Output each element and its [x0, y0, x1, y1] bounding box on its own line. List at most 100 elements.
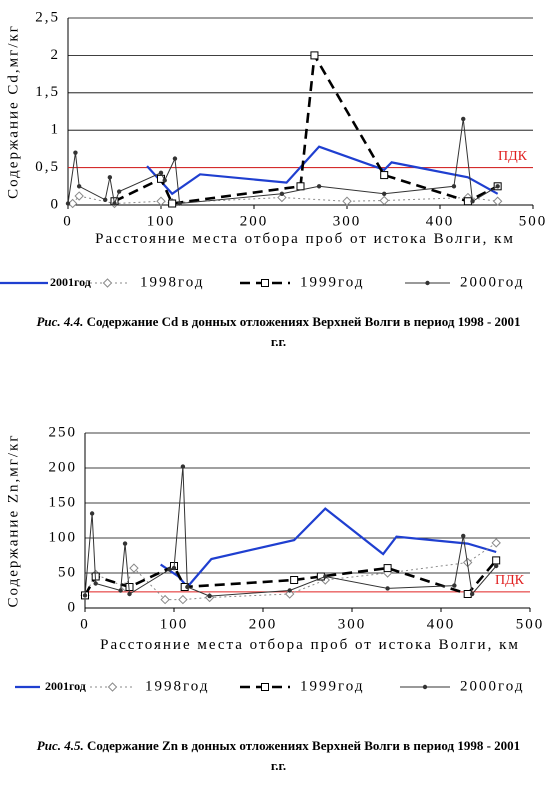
- marker: [89, 511, 95, 516]
- marker: [495, 184, 500, 189]
- marker: [65, 201, 71, 206]
- x-tick-label: 300: [338, 616, 367, 632]
- x-tick-label: 300: [333, 213, 362, 229]
- x-tick-label: 100: [147, 213, 176, 229]
- marker: [82, 593, 88, 598]
- series-line: [160, 507, 497, 589]
- marker: [207, 593, 212, 599]
- legend-label: 2000год: [460, 274, 524, 290]
- marker: [107, 175, 113, 180]
- legend-marker: [261, 279, 269, 287]
- x-axis-label: Расстояние места отбора проб от истока В…: [100, 637, 520, 653]
- marker: [279, 191, 285, 196]
- x-tick-label: 400: [426, 213, 455, 229]
- marker: [492, 556, 501, 565]
- marker: [382, 191, 387, 196]
- y-tick-label: 50: [58, 564, 77, 580]
- y-tick-label: 200: [49, 459, 78, 475]
- series-line: [84, 542, 497, 601]
- marker: [172, 156, 178, 161]
- x-tick-label: 400: [427, 616, 456, 632]
- marker: [385, 586, 390, 591]
- marker: [287, 588, 292, 593]
- x-tick-label: 0: [80, 616, 90, 632]
- legend-label: 2001год: [45, 679, 86, 693]
- marker: [185, 584, 190, 590]
- marker: [379, 195, 389, 206]
- legend-label: 1999год: [300, 678, 364, 694]
- marker: [492, 196, 503, 206]
- marker: [74, 191, 84, 201]
- marker: [156, 196, 166, 206]
- marker: [277, 192, 287, 203]
- y-tick-label: 150: [49, 494, 78, 510]
- y-tick-label: 100: [49, 529, 78, 545]
- y-tick-label: 0,5: [35, 159, 60, 175]
- marker: [73, 150, 78, 155]
- marker: [380, 171, 389, 180]
- marker: [162, 178, 167, 183]
- marker: [461, 116, 466, 122]
- marker: [168, 199, 177, 208]
- caption-text: Содержание Cd в донных отложениях Верхне…: [86, 314, 521, 349]
- y-tick-label: 0: [51, 196, 61, 212]
- marker: [93, 581, 98, 586]
- caption: Рис. 4.5. Содержание Zn в донных отложен…: [30, 736, 527, 776]
- marker: [342, 196, 352, 206]
- x-tick-label: 500: [519, 213, 548, 229]
- marker: [493, 563, 499, 569]
- x-axis-label: Расстояние места отбора проб от истока В…: [95, 231, 515, 247]
- y-tick-label: 1: [51, 122, 61, 138]
- y-tick-label: 0: [68, 599, 78, 615]
- marker: [76, 184, 82, 189]
- marker: [116, 189, 122, 194]
- legend-marker: [422, 684, 428, 690]
- legend-label: 2001год: [50, 275, 91, 289]
- legend-label: 1999год: [300, 274, 364, 290]
- marker: [310, 51, 319, 60]
- y-axis-label: Содержание Zn,мг/кг: [5, 433, 21, 607]
- marker: [323, 574, 328, 579]
- marker: [383, 564, 392, 573]
- series-line: [84, 466, 497, 597]
- y-axis-label: Содержание Cd,мг/кг: [5, 24, 21, 199]
- marker: [118, 588, 123, 593]
- marker: [112, 201, 117, 206]
- caption-text: Содержание Zn в донных отложениях Верхне…: [87, 738, 521, 773]
- marker: [180, 464, 186, 469]
- series-line: [146, 145, 499, 196]
- reference-label: ПДК: [498, 149, 528, 164]
- x-tick-label: 100: [160, 616, 189, 632]
- y-tick-label: 2,5: [35, 9, 60, 25]
- caption: Рис. 4.4. Содержание Cd в донных отложен…: [30, 312, 527, 352]
- reference-label: ПДК: [495, 573, 525, 588]
- x-tick-label: 500: [516, 616, 545, 632]
- legend-marker: [102, 278, 113, 288]
- y-tick-label: 2: [51, 47, 61, 63]
- legend-marker: [261, 683, 269, 691]
- legend-label: 2000год: [460, 678, 524, 694]
- marker: [451, 184, 457, 189]
- marker: [177, 201, 182, 206]
- x-tick-label: 200: [240, 213, 269, 229]
- marker: [290, 576, 299, 584]
- marker: [129, 563, 139, 573]
- marker: [316, 184, 322, 189]
- marker: [452, 583, 457, 588]
- marker: [67, 198, 78, 209]
- legend-label: 1998год: [145, 678, 209, 694]
- marker: [171, 565, 177, 571]
- series-line: [67, 118, 498, 206]
- marker: [491, 538, 501, 548]
- y-tick-label: 1,5: [35, 84, 60, 100]
- legend-marker: [107, 682, 118, 692]
- series-line: [113, 51, 499, 205]
- series-line: [83, 559, 498, 597]
- marker: [158, 170, 164, 176]
- marker: [167, 567, 172, 572]
- x-tick-label: 200: [249, 616, 278, 632]
- caption-label: Рис. 4.5.: [36, 738, 84, 753]
- caption-label: Рис. 4.4.: [36, 314, 84, 329]
